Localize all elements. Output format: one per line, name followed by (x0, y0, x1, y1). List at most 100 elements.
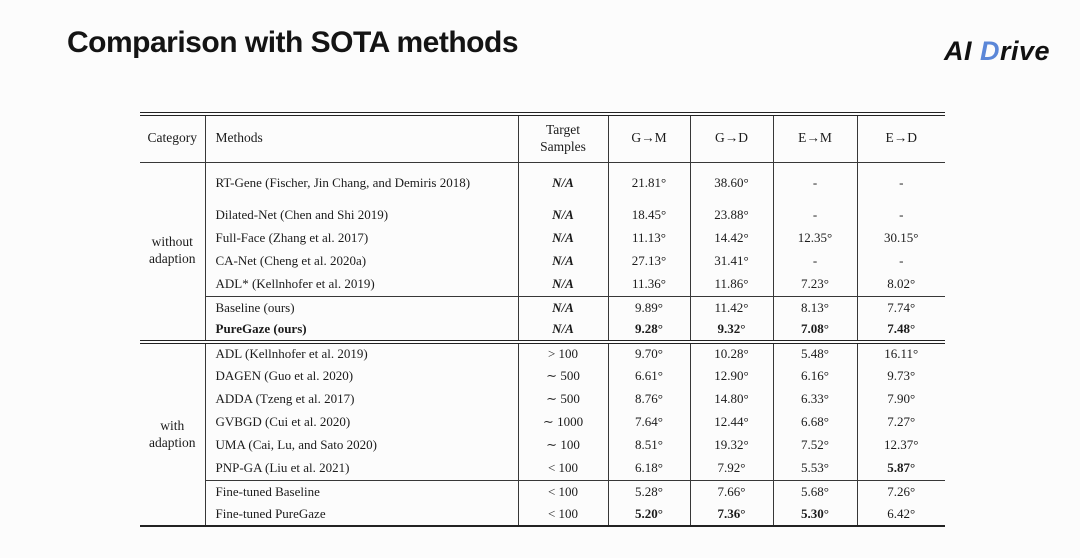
e-to-m-cell: 5.53° (772, 457, 857, 480)
sota-comparison-table: Category Methods Target Samples G→M G→D … (140, 112, 945, 527)
g-to-d-cell: 10.28° (689, 342, 773, 365)
target-samples-cell: > 100 (517, 342, 608, 365)
g-to-d-cell: 11.86° (689, 273, 773, 296)
logo-text-rive: rive (999, 36, 1050, 66)
method-cell: ADDA (Tzeng et al. 2017) (204, 388, 518, 411)
g-to-d-cell: 9.32° (689, 319, 773, 344)
table-row: Dilated-Net (Chen and Shi 2019) N/A 18.45°… (140, 204, 945, 227)
method-cell: GVBGD (Cui et al. 2020) (204, 411, 518, 434)
method-cell: DAGEN (Guo et al. 2020) (204, 365, 518, 388)
e-to-m-cell: - (772, 204, 857, 227)
e-to-d-cell: 30.15° (856, 227, 945, 250)
method-cell: UMA (Cai, Lu, and Sato 2020) (204, 434, 518, 457)
slide-title: Comparison with SOTA methods (67, 26, 519, 59)
e-to-d-cell: 7.26° (856, 479, 945, 503)
e-to-m-cell: 12.35° (772, 227, 857, 250)
category-cell: without adaption (140, 162, 205, 344)
g-to-m-cell: 18.45° (607, 204, 690, 227)
col-header-e-to-m: E→M (772, 114, 857, 163)
method-cell: Fine-tuned PureGaze (204, 503, 518, 526)
table-row: with adaption ADL (Kellnhofer et al. 2019… (140, 342, 945, 450)
e-to-m-cell: 6.33° (772, 388, 857, 411)
method-cell: ADL* (Kellnhofer et al. 2019) (204, 273, 518, 296)
logo-text-ai: AI (943, 36, 972, 66)
table-row: GVBGD (Cui et al. 2020) ∼ 1000 7.64° 12.44°… (140, 411, 945, 434)
g-to-m-cell: 8.51° (607, 434, 690, 457)
g-to-d-cell: 11.42° (689, 295, 773, 319)
g-to-m-cell: 27.13° (607, 250, 690, 273)
method-cell: PNP-GA (Liu et al. 2021) (204, 457, 518, 480)
target-samples-cell: N/A (517, 273, 608, 296)
method-cell: CA-Net (Cheng et al. 2020a) (204, 250, 518, 273)
method-cell: Dilated-Net (Chen and Shi 2019) (204, 204, 518, 227)
g-to-d-cell: 19.32° (689, 434, 773, 457)
target-samples-cell: N/A (517, 204, 608, 227)
table-row: CA-Net (Cheng et al. 2020a) N/A 27.13° 31.4… (140, 250, 945, 273)
g-to-d-cell: 23.88° (689, 204, 773, 227)
g-to-d-cell: 7.66° (689, 479, 773, 503)
g-to-d-cell: 38.60° (689, 162, 773, 204)
e-to-m-cell: 7.52° (772, 434, 857, 457)
e-to-d-cell: 9.73° (856, 365, 945, 388)
e-to-m-cell: - (772, 162, 857, 204)
e-to-m-cell: 8.13° (772, 295, 857, 319)
table-row: Full-Face (Zhang et al. 2017) N/A 11.13° 14… (140, 227, 945, 250)
target-samples-cell: N/A (517, 162, 608, 204)
target-samples-cell: < 100 (517, 479, 608, 503)
g-to-m-cell: 8.76° (607, 388, 690, 411)
g-to-m-cell: 21.81° (607, 162, 690, 204)
e-to-m-cell: 6.68° (772, 411, 857, 434)
g-to-d-cell: 7.92° (689, 457, 773, 480)
g-to-m-cell: 6.18° (607, 457, 690, 480)
table-row: PNP-GA (Liu et al. 2021) < 100 6.18° 7.92° 5… (140, 457, 945, 480)
g-to-d-cell: 14.42° (689, 227, 773, 250)
e-to-d-cell: 7.27° (856, 411, 945, 434)
table-row: without adaption RT-Gene (Fischer, Jin Ch… (140, 162, 945, 344)
col-header-g-to-m: G→M (607, 114, 690, 163)
table-row: Baseline (ours) N/A 9.89° 11.42° 8.13° 7.74° (140, 295, 945, 319)
table-row: ADL* (Kellnhofer et al. 2019) N/A 11.36° 11… (140, 273, 945, 296)
e-to-d-cell: - (856, 162, 945, 204)
method-cell: RT-Gene (Fischer, Jin Chang, and Demiris… (204, 162, 518, 204)
col-header-methods: Methods (204, 114, 518, 163)
target-samples-cell: ∼ 500 (517, 365, 608, 388)
table-row: Fine-tuned Baseline < 100 5.28° 7.66° 5.68° 7… (140, 479, 945, 503)
e-to-d-cell: 7.74° (856, 295, 945, 319)
target-samples-cell: N/A (517, 227, 608, 250)
target-samples-cell: < 100 (517, 457, 608, 480)
method-cell: Fine-tuned Baseline (204, 479, 518, 503)
e-to-d-cell: - (856, 250, 945, 273)
g-to-d-cell: 12.90° (689, 365, 773, 388)
g-to-m-cell: 9.28° (607, 319, 690, 344)
g-to-m-cell: 7.64° (607, 411, 690, 434)
target-samples-cell: < 100 (517, 503, 608, 526)
target-samples-cell: N/A (517, 295, 608, 319)
category-cell: with adaption (149, 417, 196, 450)
table-row: Fine-tuned PureGaze < 100 5.20° 7.36° 5.30° 6… (140, 503, 945, 526)
method-cell: Full-Face (Zhang et al. 2017) (204, 227, 518, 250)
target-samples-cell: ∼ 1000 (517, 411, 608, 434)
e-to-d-cell: - (856, 204, 945, 227)
target-samples-cell: N/A (517, 250, 608, 273)
e-to-m-cell: 7.23° (772, 273, 857, 296)
g-to-m-cell: 11.36° (607, 273, 690, 296)
g-to-m-cell: 9.89° (607, 295, 690, 319)
target-samples-cell: N/A (517, 319, 608, 344)
e-to-m-cell: 5.68° (772, 479, 857, 503)
e-to-m-cell: 5.48° (772, 342, 857, 365)
method-cell: ADL (Kellnhofer et al. 2019) (204, 342, 518, 365)
table-row: ADDA (Tzeng et al. 2017) ∼ 500 8.76° 14.80°… (140, 388, 945, 411)
e-to-m-cell: 5.30° (772, 503, 857, 526)
logo-gear-d-icon: D (979, 36, 1000, 66)
g-to-m-cell: 6.61° (607, 365, 690, 388)
col-header-category: Category (140, 114, 205, 163)
target-samples-cell: ∼ 500 (517, 388, 608, 411)
table-row: DAGEN (Guo et al. 2020) ∼ 500 6.61° 12.90° 6… (140, 365, 945, 388)
e-to-d-cell: 7.48° (856, 319, 945, 344)
e-to-d-cell: 12.37° (856, 434, 945, 457)
e-to-d-cell: 7.90° (856, 388, 945, 411)
e-to-d-cell: 16.11° (856, 342, 945, 365)
ai-drive-logo: AI Drive (944, 36, 1050, 67)
g-to-m-cell: 9.70° (607, 342, 690, 365)
e-to-m-cell: - (772, 250, 857, 273)
